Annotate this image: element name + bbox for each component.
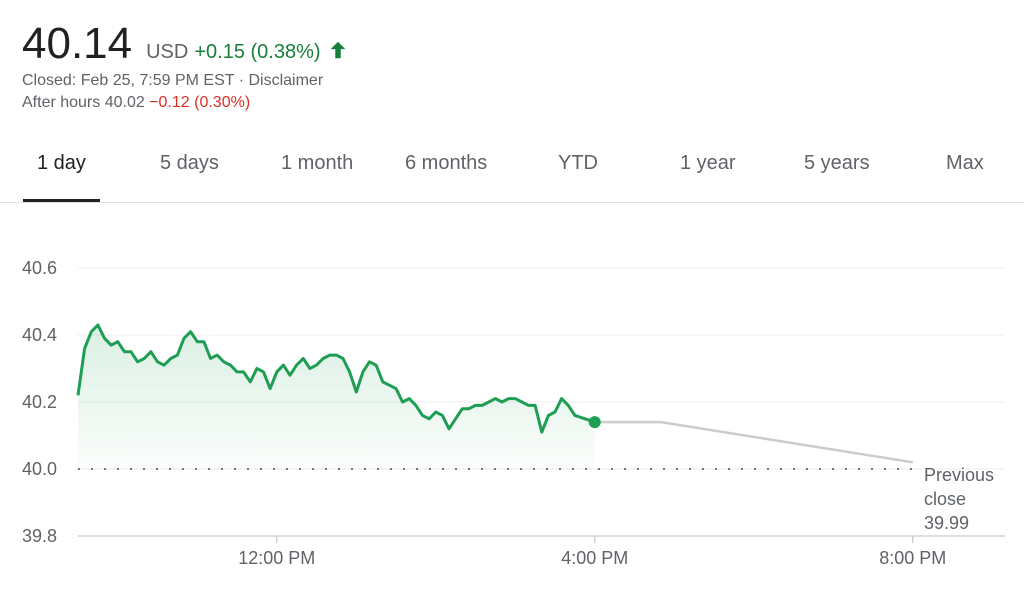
after-hours-line	[594, 420, 913, 464]
tab-1-month[interactable]: 1 month	[281, 152, 354, 174]
price-line	[76, 323, 596, 434]
tab-5-years[interactable]: 5 years	[804, 152, 870, 174]
y-tick-label: 40.6	[22, 258, 57, 278]
time-range-tabs: 1 day 5 days 1 month 6 months YTD 1 year…	[0, 140, 1024, 203]
close-point	[588, 416, 601, 429]
closed-info: Closed: Feb 25, 7:59 PM EST · Disclaimer	[22, 70, 349, 92]
price-area-fill	[78, 325, 595, 469]
tab-5-days[interactable]: 5 days	[160, 152, 219, 174]
previous-close-value: 39.99	[924, 513, 969, 533]
current-price: 40.14	[22, 19, 133, 68]
disclaimer-link[interactable]: Disclaimer	[248, 72, 324, 89]
tab-1-year[interactable]: 1 year	[680, 152, 736, 174]
closed-text: Closed: Feb 25, 7:59 PM EST ·	[22, 72, 249, 89]
quote-header: 40.14 USD +0.15 (0.38%) Closed: Feb 25, …	[22, 18, 349, 114]
tab-max[interactable]: Max	[946, 152, 984, 174]
price-change: +0.15 (0.38%)	[194, 41, 321, 63]
x-tick-label: 8:00 PM	[879, 548, 946, 568]
after-hours-info: After hours 40.02 −0.12 (0.30%)	[22, 92, 349, 114]
currency-label: USD	[146, 41, 189, 63]
tab-6-months[interactable]: 6 months	[405, 152, 488, 174]
after-hours-change: −0.12 (0.30%)	[149, 94, 251, 111]
y-tick-label: 40.2	[22, 392, 57, 412]
tab-1-day[interactable]: 1 day	[37, 152, 86, 174]
y-tick-label: 40.0	[22, 459, 57, 479]
previous-close-label-line2: close	[924, 489, 966, 509]
y-tick-label: 39.8	[22, 526, 57, 546]
x-tick-label: 4:00 PM	[561, 548, 628, 568]
after-hours-text: After hours 40.02	[22, 94, 150, 111]
previous-close-label-line1: Previous	[924, 465, 994, 485]
x-tick-label: 12:00 PM	[238, 548, 315, 568]
tab-ytd[interactable]: YTD	[558, 152, 598, 174]
price-row: 40.14 USD +0.15 (0.38%)	[22, 18, 349, 70]
y-tick-label: 40.4	[22, 325, 57, 345]
arrow-up-icon	[330, 41, 345, 59]
active-tab-indicator	[23, 199, 100, 202]
